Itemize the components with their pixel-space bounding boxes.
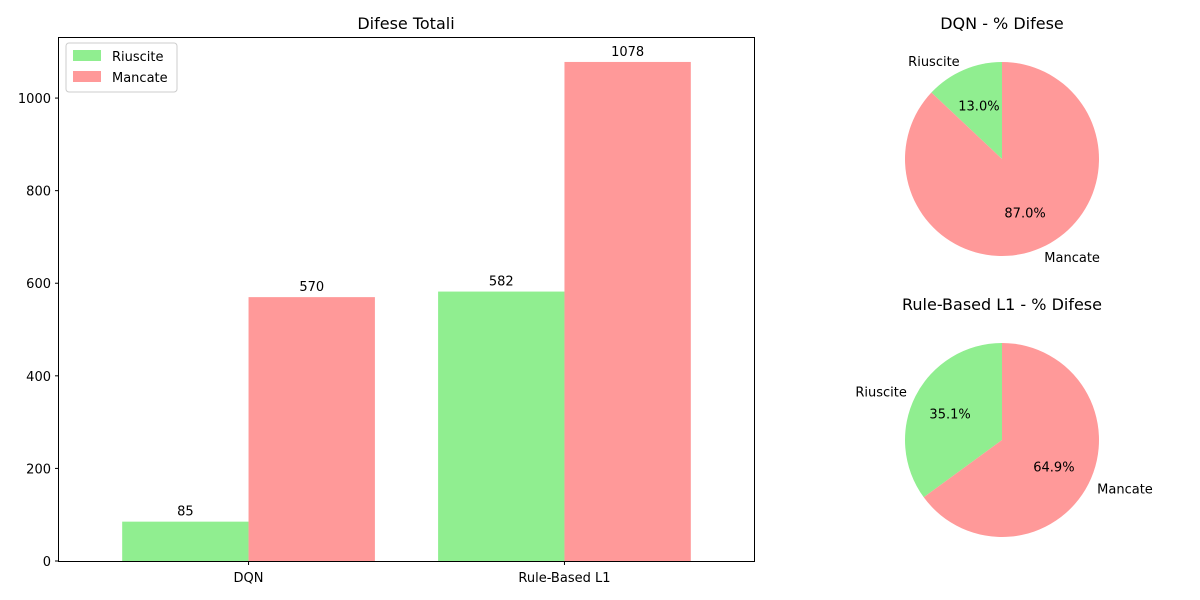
bar-value-label: 1078: [611, 45, 644, 60]
pie-category-label: Mancate: [1097, 482, 1153, 497]
legend-label-riuscite: Riuscite: [112, 50, 164, 65]
x-tick-label: Rule-Based L1: [518, 571, 610, 586]
plot-frame: [58, 37, 755, 562]
legend: Riuscite Mancate: [65, 42, 178, 93]
pie-slice-mancate: [905, 62, 1100, 256]
pie-slice-riuscite: [931, 62, 1002, 159]
bar-mancate-dqn: [248, 297, 375, 561]
y-tick-label: 400: [26, 370, 51, 385]
bar-riuscite-dqn: [122, 521, 249, 561]
bar-value-label: 85: [177, 505, 194, 520]
pie-dqn-slices: [905, 62, 1100, 256]
bar-value-labels: 85 582 570 1078: [177, 45, 644, 520]
bar-chart-title: Difese Totali: [357, 14, 454, 33]
pie-slice-mancate: [923, 343, 1099, 537]
pie-dqn-labels: 13.0% Riuscite 87.0% Mancate: [908, 55, 1100, 266]
y-axis: 0 200 400 600 800 1000: [18, 92, 59, 570]
pie-rule-based-title: Rule-Based L1 - % Difese: [902, 295, 1102, 314]
pie-percent-label: 64.9%: [1033, 460, 1074, 475]
legend-label-mancate: Mancate: [112, 71, 168, 86]
x-tick-label: DQN: [234, 571, 264, 586]
bar-mancate-rule-based-l1: [564, 61, 691, 561]
bar-riuscite-rule-based-l1: [438, 291, 565, 561]
bar-chart: Difese Totali 85 582 570 1078 0 200 400 600 800…: [18, 14, 755, 586]
pie-category-label: Riuscite: [908, 55, 960, 70]
pie-category-label: Riuscite: [855, 386, 907, 401]
y-tick-label: 600: [26, 277, 51, 292]
x-axis: DQN Rule-Based L1: [234, 561, 611, 586]
y-tick-label: 200: [26, 462, 51, 477]
bar-value-label: 570: [299, 280, 324, 295]
pie-category-label: Mancate: [1044, 251, 1100, 266]
y-tick-label: 800: [26, 185, 51, 200]
legend-swatch-mancate: [73, 71, 101, 82]
pie-rule-based-slices: [905, 342, 1099, 537]
pie-dqn-title: DQN - % Difese: [940, 14, 1064, 33]
pie-percent-label: 35.1%: [929, 408, 970, 423]
pie-percent-label: 87.0%: [1004, 206, 1045, 221]
pie-slice-riuscite: [905, 342, 1002, 498]
pie-chart-dqn: DQN - % Difese 13.0% Riuscite 87.0% Mancate: [905, 14, 1100, 266]
y-tick-label: 1000: [18, 92, 51, 107]
pie-rule-based-labels: 35.1% Riuscite 64.9% Mancate: [855, 386, 1152, 498]
legend-swatch-riuscite: [73, 50, 101, 61]
bar-value-label: 582: [489, 275, 514, 290]
pie-chart-rule-based: Rule-Based L1 - % Difese 35.1% Riuscite 64…: [855, 295, 1153, 537]
bar-series-group: [122, 61, 691, 561]
pie-percent-label: 13.0%: [958, 100, 999, 115]
y-tick-label: 0: [43, 555, 51, 570]
